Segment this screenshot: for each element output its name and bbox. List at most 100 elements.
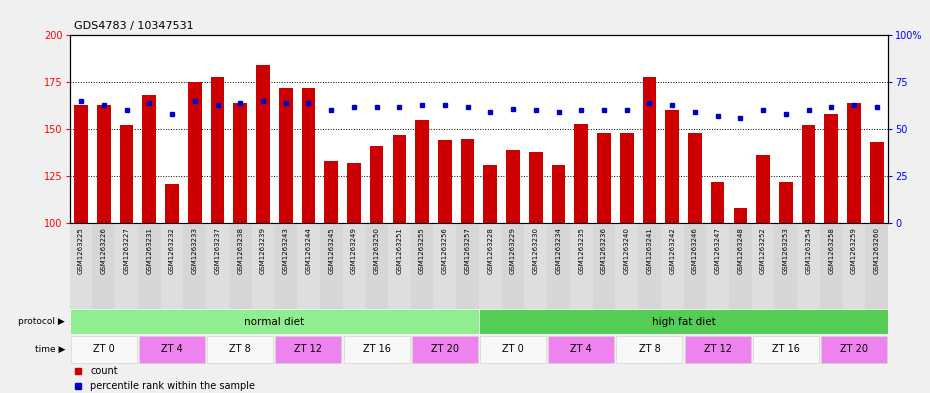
Text: GSM1263231: GSM1263231 [146, 227, 153, 274]
Bar [843, 223, 866, 309]
Bar [684, 223, 706, 309]
Text: GDS4783 / 10347531: GDS4783 / 10347531 [74, 22, 194, 31]
Bar [412, 336, 478, 362]
Bar [729, 223, 751, 309]
Bar [457, 223, 479, 309]
Bar [775, 223, 797, 309]
Text: GSM1263257: GSM1263257 [465, 227, 471, 274]
Text: percentile rank within the sample: percentile rank within the sample [90, 380, 255, 391]
Bar [370, 146, 383, 223]
Bar [142, 95, 156, 223]
Bar [480, 336, 546, 362]
Bar [342, 223, 365, 309]
Bar [183, 223, 206, 309]
Text: GSM1263226: GSM1263226 [100, 227, 107, 274]
Text: GSM1263251: GSM1263251 [396, 227, 403, 274]
Bar [479, 309, 888, 334]
Bar [549, 336, 614, 362]
Bar [638, 223, 661, 309]
Text: GSM1263237: GSM1263237 [215, 227, 220, 274]
Text: ZT 16: ZT 16 [772, 344, 800, 354]
Bar [684, 336, 751, 362]
Text: GSM1263243: GSM1263243 [283, 227, 288, 274]
Bar [870, 142, 884, 223]
Bar [433, 223, 457, 309]
Bar [392, 135, 406, 223]
Bar [479, 223, 501, 309]
Text: GSM1263255: GSM1263255 [419, 227, 425, 274]
Bar [597, 133, 611, 223]
Text: protocol ▶: protocol ▶ [19, 317, 65, 326]
Bar [460, 139, 474, 223]
Text: GSM1263230: GSM1263230 [533, 227, 538, 274]
Bar [416, 120, 429, 223]
Bar [211, 77, 224, 223]
Text: GSM1263253: GSM1263253 [783, 227, 789, 274]
Text: ZT 20: ZT 20 [431, 344, 458, 354]
Bar [275, 336, 341, 362]
Bar [252, 223, 274, 309]
Bar [206, 223, 229, 309]
Bar [138, 223, 161, 309]
Bar [547, 223, 570, 309]
Bar [74, 105, 88, 223]
Text: GSM1263256: GSM1263256 [442, 227, 448, 274]
Bar [115, 223, 138, 309]
Bar [365, 223, 388, 309]
Bar [643, 77, 657, 223]
Text: GSM1263254: GSM1263254 [805, 227, 812, 274]
Text: ZT 20: ZT 20 [840, 344, 868, 354]
Bar [779, 182, 792, 223]
Bar [188, 82, 202, 223]
Bar [501, 223, 525, 309]
Text: GSM1263252: GSM1263252 [760, 227, 766, 274]
Bar [661, 223, 684, 309]
Bar [711, 182, 724, 223]
Text: time ▶: time ▶ [34, 345, 65, 354]
Bar [97, 105, 111, 223]
Bar [484, 165, 498, 223]
Text: ZT 4: ZT 4 [161, 344, 183, 354]
Bar [797, 223, 820, 309]
Text: GSM1263238: GSM1263238 [237, 227, 244, 274]
Text: GSM1263229: GSM1263229 [510, 227, 516, 274]
Text: ZT 8: ZT 8 [639, 344, 660, 354]
Text: GSM1263241: GSM1263241 [646, 227, 653, 274]
Text: GSM1263250: GSM1263250 [374, 227, 379, 274]
Bar [233, 103, 247, 223]
Bar [802, 125, 816, 223]
Bar [529, 152, 542, 223]
Text: GSM1263239: GSM1263239 [260, 227, 266, 274]
Text: ZT 8: ZT 8 [230, 344, 251, 354]
Bar [70, 309, 479, 334]
Bar [279, 88, 293, 223]
Bar [120, 125, 133, 223]
Bar [620, 133, 633, 223]
Text: GSM1263247: GSM1263247 [714, 227, 721, 274]
Bar [688, 133, 702, 223]
Text: GSM1263244: GSM1263244 [305, 227, 312, 274]
Text: GSM1263240: GSM1263240 [624, 227, 630, 274]
Bar [734, 208, 747, 223]
Bar [821, 336, 887, 362]
Bar [665, 110, 679, 223]
Bar [438, 140, 452, 223]
Bar [575, 123, 588, 223]
Bar [616, 223, 638, 309]
Bar [866, 223, 888, 309]
Bar [551, 165, 565, 223]
Text: GSM1263260: GSM1263260 [874, 227, 880, 274]
Text: GSM1263259: GSM1263259 [851, 227, 857, 274]
Text: GSM1263233: GSM1263233 [192, 227, 198, 274]
Bar [274, 223, 297, 309]
Text: GSM1263236: GSM1263236 [601, 227, 607, 274]
Text: GSM1263228: GSM1263228 [487, 227, 493, 274]
Text: high fat diet: high fat diet [652, 317, 715, 327]
Bar [570, 223, 592, 309]
Text: count: count [90, 365, 118, 376]
Bar [71, 336, 137, 362]
Bar [411, 223, 433, 309]
Text: ZT 0: ZT 0 [502, 344, 524, 354]
Text: ZT 16: ZT 16 [363, 344, 391, 354]
Bar [207, 336, 273, 362]
